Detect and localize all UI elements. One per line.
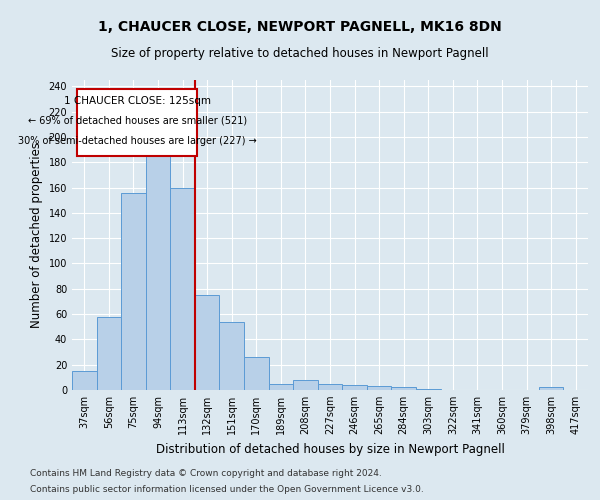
Text: 1, CHAUCER CLOSE, NEWPORT PAGNELL, MK16 8DN: 1, CHAUCER CLOSE, NEWPORT PAGNELL, MK16 … xyxy=(98,20,502,34)
Text: Contains public sector information licensed under the Open Government Licence v3: Contains public sector information licen… xyxy=(30,485,424,494)
Bar xyxy=(146,156,170,390)
Bar xyxy=(269,384,293,390)
Bar xyxy=(170,188,195,390)
Text: 30% of semi-detached houses are larger (227) →: 30% of semi-detached houses are larger (… xyxy=(18,136,257,146)
Bar xyxy=(121,192,146,390)
Bar xyxy=(367,386,391,390)
Bar xyxy=(72,371,97,390)
Bar xyxy=(244,357,269,390)
Text: Contains HM Land Registry data © Crown copyright and database right 2024.: Contains HM Land Registry data © Crown c… xyxy=(30,468,382,477)
FancyBboxPatch shape xyxy=(77,90,197,156)
Bar xyxy=(318,384,342,390)
Bar xyxy=(416,388,440,390)
Text: 1 CHAUCER CLOSE: 125sqm: 1 CHAUCER CLOSE: 125sqm xyxy=(64,96,211,106)
Text: ← 69% of detached houses are smaller (521): ← 69% of detached houses are smaller (52… xyxy=(28,116,247,126)
Bar xyxy=(539,388,563,390)
Y-axis label: Number of detached properties: Number of detached properties xyxy=(30,142,43,328)
Bar xyxy=(220,322,244,390)
Bar xyxy=(195,295,220,390)
Text: Size of property relative to detached houses in Newport Pagnell: Size of property relative to detached ho… xyxy=(111,48,489,60)
Bar xyxy=(293,380,318,390)
Bar xyxy=(391,388,416,390)
Bar xyxy=(97,316,121,390)
X-axis label: Distribution of detached houses by size in Newport Pagnell: Distribution of detached houses by size … xyxy=(155,442,505,456)
Bar xyxy=(342,385,367,390)
